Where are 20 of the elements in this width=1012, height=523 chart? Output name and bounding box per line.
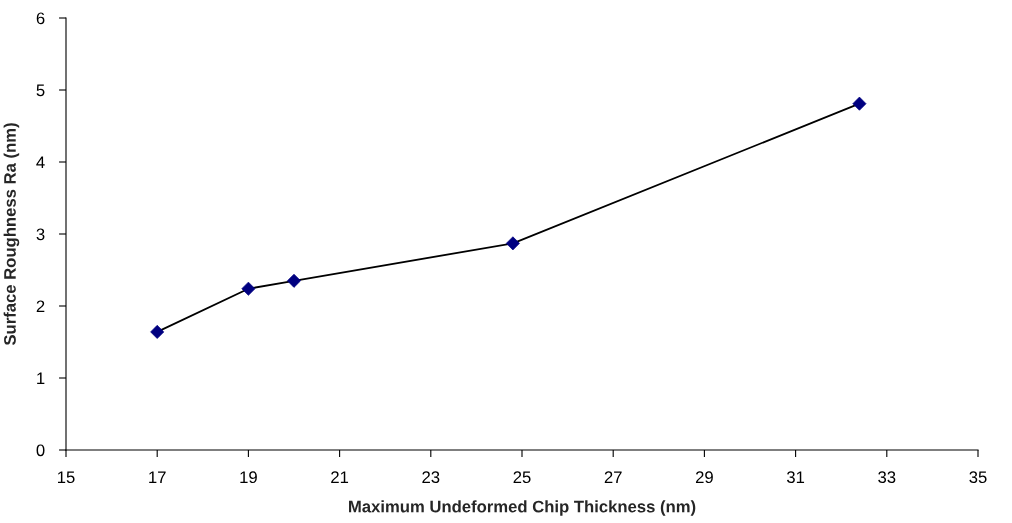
x-tick-label: 25 [513,471,531,484]
y-tick-label: 4 [36,156,45,169]
y-tick-label: 5 [36,84,45,97]
y-tick-label: 2 [36,300,45,313]
x-tick-label: 35 [969,471,987,484]
x-tick-label: 19 [240,471,257,484]
y-tick-label: 0 [36,444,45,457]
y-axis-title: Surface Roughness Ra (nm) [3,123,20,346]
x-tick-label: 23 [422,471,440,484]
x-tick-label: 29 [695,471,713,484]
x-tick-label: 31 [786,471,805,484]
x-tick-label: 27 [604,471,622,483]
y-tick-label: 3 [36,228,45,241]
y-tick-label: 1 [37,372,45,385]
x-tick-label: 21 [331,471,349,483]
x-axis-title: Maximum Undeformed Chip Thickness (nm) [349,500,696,516]
x-tick-label: 15 [58,471,75,484]
x-tick-label: 17 [149,471,166,483]
y-tick-label: 6 [36,12,45,25]
x-tick-label: 33 [878,471,896,484]
